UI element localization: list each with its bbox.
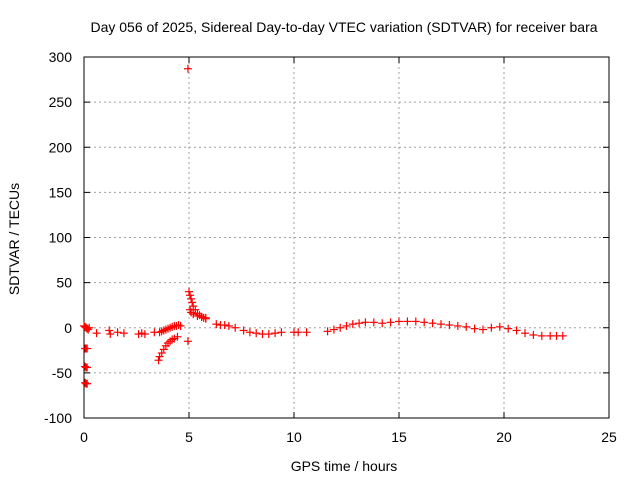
data-point xyxy=(81,378,90,387)
data-point xyxy=(92,329,101,338)
grid-layer xyxy=(84,57,609,418)
data-point xyxy=(188,298,197,307)
x-tick-label: 25 xyxy=(601,429,617,445)
data-point xyxy=(369,318,378,327)
data-point xyxy=(521,329,529,338)
data-point xyxy=(329,325,338,334)
data-point xyxy=(277,328,286,337)
y-tick-label: 300 xyxy=(49,49,73,65)
data-point xyxy=(154,356,163,365)
y-tick-label: 50 xyxy=(56,275,72,291)
chart-title: Day 056 of 2025, Sidereal Day-to-day VTE… xyxy=(90,19,597,35)
data-point xyxy=(462,322,471,331)
data-point xyxy=(558,331,567,340)
data-point xyxy=(212,320,221,329)
data-point xyxy=(185,287,193,296)
data-point xyxy=(197,312,206,321)
data-point xyxy=(176,321,185,330)
data-point xyxy=(336,323,345,332)
data-point xyxy=(155,352,164,361)
data-point xyxy=(294,328,303,337)
y-axis-label: SDTVAR / TECUs xyxy=(6,183,22,295)
data-point xyxy=(529,330,538,339)
data-point xyxy=(470,324,479,333)
data-point xyxy=(85,323,94,332)
y-tick-label: 250 xyxy=(49,94,73,110)
data-point xyxy=(323,327,332,336)
x-tick-label: 20 xyxy=(496,429,512,445)
y-tick-label: 200 xyxy=(49,139,73,155)
data-point xyxy=(173,332,182,341)
data-point xyxy=(420,318,429,327)
x-tick-label: 5 xyxy=(185,429,193,445)
data-point xyxy=(231,323,240,332)
data-point xyxy=(445,321,454,330)
data-point xyxy=(83,344,92,353)
data-point xyxy=(224,321,233,330)
data-point xyxy=(361,318,370,327)
tick-layer: 0 5 10 15 20 25 -100 -50 0 50 100 150 200 250 300 xyxy=(44,49,617,445)
data-point xyxy=(159,345,168,354)
data-point xyxy=(187,294,196,303)
data-point xyxy=(342,321,351,330)
data-point xyxy=(201,313,210,322)
data-point xyxy=(271,329,280,338)
x-tick-label: 10 xyxy=(286,429,302,445)
data-point xyxy=(83,379,92,388)
data-point xyxy=(403,317,412,326)
data-point xyxy=(487,323,496,332)
data-point xyxy=(264,330,273,339)
data-point xyxy=(437,320,445,329)
data-point xyxy=(395,317,403,326)
data-point xyxy=(220,321,229,330)
data-point xyxy=(245,328,254,337)
data-point xyxy=(183,337,192,346)
data-point xyxy=(119,329,128,338)
data-point xyxy=(302,328,311,337)
x-tick-label: 0 xyxy=(80,429,88,445)
data-point xyxy=(186,291,195,300)
y-tick-label: 100 xyxy=(49,230,73,246)
y-tick-label: -100 xyxy=(44,410,72,426)
data-point xyxy=(84,325,93,334)
data-point xyxy=(453,321,462,330)
data-point xyxy=(479,325,487,334)
data-point xyxy=(83,363,92,372)
data-point xyxy=(183,64,192,73)
data-point xyxy=(140,330,149,339)
data-point xyxy=(113,328,122,337)
data-point xyxy=(504,324,513,333)
data-point xyxy=(106,330,115,339)
data-point xyxy=(105,326,114,335)
data-point xyxy=(495,322,504,331)
data-point xyxy=(537,331,546,340)
data-point xyxy=(355,319,364,328)
data-point xyxy=(386,318,395,327)
data-point xyxy=(252,329,261,338)
data-point xyxy=(193,312,202,321)
x-tick-label: 15 xyxy=(391,429,407,445)
data-point xyxy=(239,326,248,335)
data-point xyxy=(411,317,420,326)
data-point xyxy=(512,326,521,335)
data-point xyxy=(348,320,357,329)
data-point xyxy=(157,349,166,358)
data-point xyxy=(378,319,387,328)
x-axis-label: GPS time / hours xyxy=(291,458,398,474)
data-point xyxy=(189,310,198,319)
y-tick-label: 0 xyxy=(64,320,72,336)
data-point xyxy=(81,362,90,371)
data-point xyxy=(428,319,437,328)
y-tick-label: 150 xyxy=(49,184,73,200)
data-points xyxy=(80,64,567,388)
y-tick-label: -50 xyxy=(52,365,72,381)
